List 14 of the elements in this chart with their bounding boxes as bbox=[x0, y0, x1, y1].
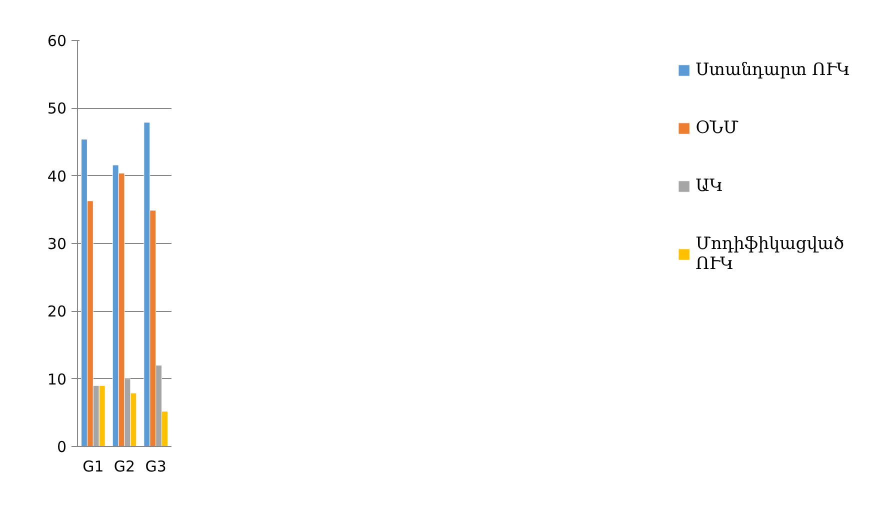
y-tick-label: 10 bbox=[47, 370, 67, 388]
x-tick-label: G3 bbox=[145, 458, 166, 476]
y-tick-label: 20 bbox=[47, 302, 67, 321]
legend-label: ԱԿ bbox=[696, 176, 723, 196]
legend-label: Մոդիֆիկացված ՈՒԿ bbox=[696, 234, 844, 274]
y-tick-label: 60 bbox=[47, 32, 67, 50]
x-tick-label: G2 bbox=[114, 458, 136, 476]
legend-label: Ստանդարտ ՈՒԿ bbox=[696, 60, 850, 80]
x-tick-label: G1 bbox=[82, 458, 104, 476]
y-tick-label: 30 bbox=[47, 235, 67, 253]
y-tick-label: 50 bbox=[47, 100, 67, 118]
legend-label: ՕՆՄ bbox=[696, 118, 739, 138]
y-tick-label: 0 bbox=[56, 438, 67, 456]
y-tick-label: 40 bbox=[47, 167, 67, 186]
